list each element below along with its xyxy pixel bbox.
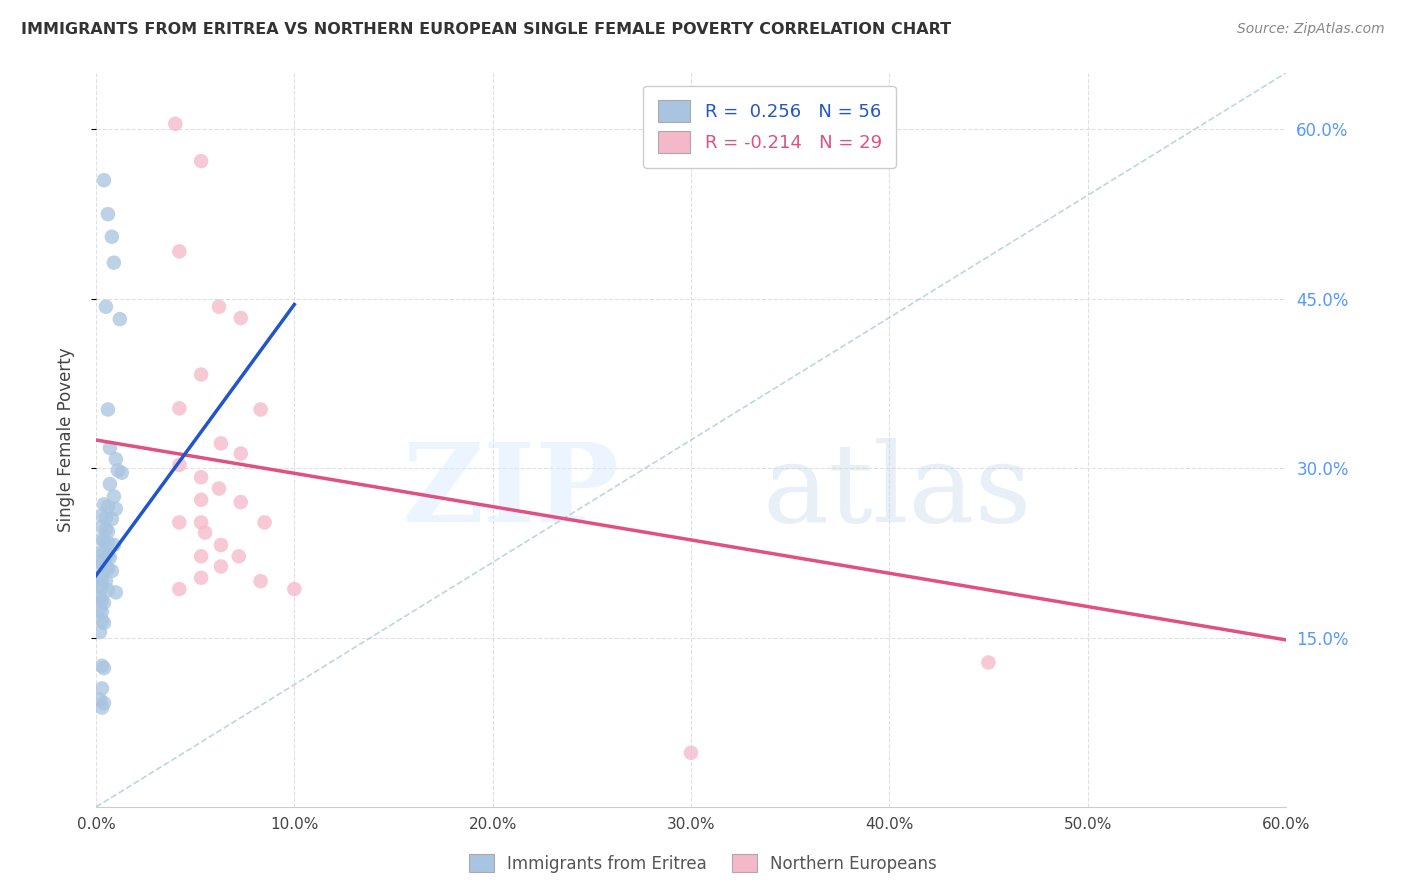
- Point: [94, 522, 117, 536]
- Point: [98, 441, 121, 455]
- Point: [91, 508, 114, 523]
- Point: [229, 446, 252, 460]
- Point: [98, 550, 121, 565]
- Point: [190, 470, 212, 484]
- Point: [93, 533, 115, 548]
- Point: [91, 593, 114, 607]
- Point: [165, 117, 187, 131]
- Point: [169, 582, 191, 596]
- Point: [104, 501, 127, 516]
- Point: [190, 492, 212, 507]
- Text: IMMIGRANTS FROM ERITREA VS NORTHERN EUROPEAN SINGLE FEMALE POVERTY CORRELATION C: IMMIGRANTS FROM ERITREA VS NORTHERN EURO…: [21, 22, 952, 37]
- Point: [103, 490, 125, 504]
- Point: [104, 452, 127, 467]
- Point: [94, 559, 117, 574]
- Point: [89, 692, 111, 706]
- Point: [89, 602, 111, 616]
- Point: [91, 558, 114, 572]
- Point: [98, 477, 121, 491]
- Point: [253, 516, 276, 530]
- Point: [97, 524, 120, 539]
- Point: [93, 497, 115, 511]
- Point: [97, 562, 120, 576]
- Point: [283, 582, 305, 596]
- Legend: Immigrants from Eritrea, Northern Europeans: Immigrants from Eritrea, Northern Europe…: [463, 847, 943, 880]
- Point: [190, 154, 212, 169]
- Point: [91, 520, 114, 534]
- Y-axis label: Single Female Poverty: Single Female Poverty: [58, 348, 75, 533]
- Text: atlas: atlas: [762, 438, 1032, 545]
- Point: [194, 525, 217, 540]
- Point: [101, 229, 124, 244]
- Point: [169, 458, 191, 472]
- Point: [209, 559, 232, 574]
- Point: [108, 312, 131, 326]
- Point: [94, 300, 117, 314]
- Point: [89, 624, 111, 639]
- Point: [103, 538, 125, 552]
- Point: [229, 311, 252, 326]
- Point: [249, 402, 271, 417]
- Point: [101, 564, 124, 578]
- Point: [91, 700, 114, 714]
- Point: [89, 569, 111, 583]
- Point: [111, 466, 134, 480]
- Point: [107, 463, 129, 477]
- Point: [89, 591, 111, 605]
- Point: [97, 583, 120, 598]
- Point: [249, 574, 271, 588]
- Point: [91, 581, 114, 595]
- Point: [91, 605, 114, 619]
- Point: [208, 482, 231, 496]
- Point: [93, 615, 115, 630]
- Point: [229, 495, 252, 509]
- Point: [97, 207, 120, 221]
- Point: [208, 300, 231, 314]
- Legend: R =  0.256   N = 56, R = -0.214   N = 29: R = 0.256 N = 56, R = -0.214 N = 29: [643, 86, 896, 168]
- Point: [103, 255, 125, 269]
- Point: [91, 614, 114, 628]
- Point: [93, 696, 115, 710]
- Point: [97, 402, 120, 417]
- Text: Source: ZipAtlas.com: Source: ZipAtlas.com: [1237, 22, 1385, 37]
- Point: [209, 436, 232, 450]
- Point: [93, 661, 115, 675]
- Point: [977, 656, 1000, 670]
- Point: [190, 516, 212, 530]
- Point: [169, 516, 191, 530]
- Point: [101, 512, 124, 526]
- Point: [93, 596, 115, 610]
- Point: [104, 585, 127, 599]
- Point: [93, 546, 115, 560]
- Point: [97, 500, 120, 514]
- Point: [190, 368, 212, 382]
- Point: [228, 549, 250, 564]
- Point: [94, 574, 117, 588]
- Point: [91, 533, 114, 547]
- Point: [209, 538, 232, 552]
- Point: [89, 580, 111, 594]
- Point: [97, 535, 120, 549]
- Point: [190, 549, 212, 564]
- Point: [91, 681, 114, 696]
- Point: [94, 511, 117, 525]
- Point: [91, 545, 114, 559]
- Text: ZIP: ZIP: [402, 438, 620, 545]
- Point: [190, 571, 212, 585]
- Point: [89, 555, 111, 569]
- Point: [97, 548, 120, 562]
- Point: [169, 401, 191, 416]
- Point: [91, 572, 114, 586]
- Point: [93, 173, 115, 187]
- Point: [91, 658, 114, 673]
- Point: [169, 244, 191, 259]
- Point: [679, 746, 702, 760]
